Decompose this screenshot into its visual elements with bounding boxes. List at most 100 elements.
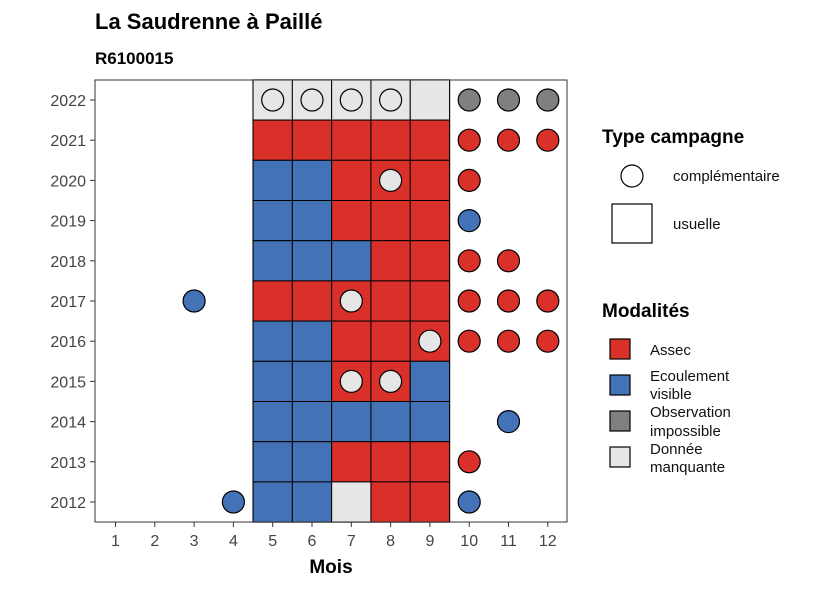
- cell-2012-5: [252, 481, 293, 523]
- point-2021-10: [457, 128, 481, 152]
- point-2015-7: [339, 369, 363, 393]
- x-tick-label-7: 7: [347, 533, 356, 550]
- cell-2018-7: [331, 240, 372, 282]
- x-tick-label-6: 6: [308, 533, 317, 550]
- cell-2020-5: [252, 159, 293, 202]
- y-tick-label-2013: 2013: [50, 455, 86, 472]
- point-2017-10: [457, 289, 481, 313]
- x-tick-label-12: 12: [539, 533, 557, 550]
- cell-2012-7: [331, 481, 372, 523]
- point-2022-11: [496, 88, 521, 112]
- legend-key-manquante: [609, 446, 631, 468]
- heatmap-cells: [252, 79, 451, 523]
- y-tick-label-2019: 2019: [50, 214, 86, 231]
- cell-2020-6: [291, 159, 333, 202]
- point-2021-11: [496, 128, 521, 152]
- cell-2014-6: [291, 401, 333, 443]
- x-tick-label-11: 11: [500, 533, 517, 550]
- cell-2018-9: [409, 240, 451, 282]
- legend-label-observation-line2: impossible: [650, 423, 721, 440]
- cell-2013-9: [409, 441, 451, 483]
- legend-label-assec: Assec: [650, 342, 691, 359]
- cell-2020-9: [409, 159, 451, 202]
- y-axis: 2012 2013 2014 2015 2016 2017 2018 2019 2020 2021…: [50, 93, 95, 512]
- point-2014-11: [496, 410, 521, 434]
- cell-2018-5: [252, 240, 293, 282]
- cell-2013-5: [252, 441, 293, 483]
- x-tick-label-3: 3: [190, 533, 199, 550]
- cell-2017-6: [291, 280, 333, 322]
- cell-2017-5: [252, 280, 293, 322]
- point-2017-3: [182, 289, 206, 313]
- cell-2019-5: [252, 200, 293, 242]
- cell-2017-9: [409, 280, 451, 322]
- chart-title: La Saudrenne à Paillé: [95, 9, 322, 34]
- cell-2016-6: [291, 320, 333, 362]
- legend-circle-key: [620, 164, 644, 188]
- x-axis-title: Mois: [309, 557, 352, 578]
- legend-label-ecoulement-line1: Ecoulement: [650, 368, 730, 385]
- point-2016-9: [418, 329, 442, 353]
- point-2022-10: [457, 88, 481, 112]
- point-2016-11: [496, 329, 521, 353]
- point-2020-8: [379, 168, 403, 192]
- cell-2018-6: [291, 240, 333, 282]
- x-axis: 1 2 3 4 5 6 7 8 9 10 11 12: [111, 522, 557, 550]
- legend-key-ecoulement: [609, 374, 631, 396]
- point-2022-12: [536, 88, 560, 112]
- y-tick-label-2017: 2017: [50, 294, 86, 311]
- point-2018-11: [496, 249, 521, 273]
- y-tick-label-2021: 2021: [50, 133, 86, 150]
- point-2015-8: [379, 369, 403, 393]
- cell-2018-8: [370, 240, 411, 282]
- legend-label-manquante-line1: Donnée: [650, 441, 703, 458]
- cell-2021-8: [370, 119, 411, 161]
- cell-2019-7: [331, 200, 372, 242]
- legend-label-ecoulement-line2: visible: [650, 386, 692, 403]
- x-tick-label-9: 9: [425, 533, 434, 550]
- point-2017-12: [536, 289, 560, 313]
- cell-2016-8: [370, 320, 411, 362]
- cell-2021-5: [252, 119, 293, 161]
- x-tick-label-5: 5: [268, 533, 277, 550]
- cell-2015-5: [252, 360, 293, 402]
- legend-label-manquante-line2: manquante: [650, 459, 725, 476]
- point-2019-10: [457, 209, 481, 233]
- cell-2014-5: [252, 401, 293, 443]
- x-tick-label-2: 2: [150, 533, 159, 550]
- y-tick-label-2018: 2018: [50, 254, 86, 271]
- point-2013-10: [457, 450, 481, 474]
- cell-2014-7: [331, 401, 372, 443]
- point-2012-4: [221, 490, 245, 514]
- cell-2014-9: [409, 401, 451, 443]
- point-2017-7: [339, 289, 363, 313]
- chart-subtitle: R6100015: [95, 49, 173, 68]
- cell-2016-7: [331, 320, 372, 362]
- cell-2021-9: [409, 119, 451, 161]
- point-2022-8: [379, 88, 403, 112]
- point-2016-10: [457, 329, 481, 353]
- cell-2012-8: [370, 481, 411, 523]
- cell-2019-8: [370, 200, 411, 242]
- x-tick-label-10: 10: [460, 533, 478, 550]
- cell-2013-6: [291, 441, 333, 483]
- cell-2021-7: [331, 119, 372, 161]
- y-tick-label-2015: 2015: [50, 374, 86, 391]
- cell-2015-6: [291, 360, 333, 402]
- point-2018-10: [457, 249, 481, 273]
- y-tick-label-2016: 2016: [50, 334, 86, 351]
- point-2022-7: [339, 88, 363, 112]
- point-2020-10: [457, 168, 481, 192]
- point-2016-12: [536, 329, 560, 353]
- y-tick-label-2012: 2012: [50, 495, 86, 512]
- legend-key-assec: [609, 338, 631, 360]
- legend-label-observation-line1: Observation: [650, 404, 731, 421]
- cell-2020-7: [331, 159, 372, 202]
- point-2017-11: [496, 289, 521, 313]
- legend-square-key: [611, 203, 653, 244]
- point-2021-12: [536, 128, 560, 152]
- legend-campaign-label-complementaire: complémentaire: [673, 168, 780, 185]
- legend-campaign-title: Type campagne: [602, 127, 744, 148]
- x-tick-label-1: 1: [111, 533, 120, 550]
